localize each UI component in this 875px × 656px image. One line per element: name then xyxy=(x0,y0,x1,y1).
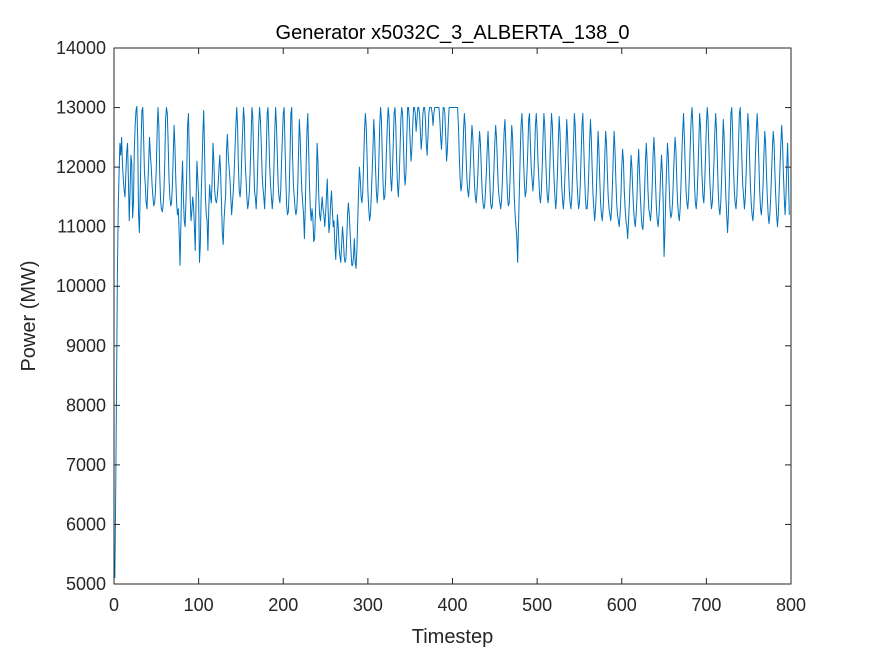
y-axis-label: Power (MW) xyxy=(18,260,40,371)
chart-title: Generator x5032C_3_ALBERTA_138_0 xyxy=(276,22,630,44)
y-tick-label-5000: 5000 xyxy=(66,574,106,594)
x-axis-label: Timestep xyxy=(412,626,494,648)
x-tick-label-300: 300 xyxy=(353,595,383,615)
x-tick-label-700: 700 xyxy=(691,595,721,615)
axes-box xyxy=(113,47,792,585)
x-tick-label-100: 100 xyxy=(184,595,214,615)
plot-area xyxy=(114,48,791,584)
tick-labels: 0 100 200 300 400 500 600 700 800 5000 6000 7000 800… xyxy=(56,38,806,615)
y-tick-label-14000: 14000 xyxy=(56,38,106,58)
y-tick-label-8000: 8000 xyxy=(66,395,106,415)
y-tick-label-9000: 9000 xyxy=(66,336,106,356)
series-group xyxy=(114,105,790,579)
x-tick-label-200: 200 xyxy=(268,595,298,615)
x-tick-label-500: 500 xyxy=(522,595,552,615)
x-tick-label-400: 400 xyxy=(437,595,467,615)
y-tick-label-11000: 11000 xyxy=(57,217,106,237)
y-tick-label-12000: 12000 xyxy=(56,157,106,177)
x-tick-label-800: 800 xyxy=(776,595,806,615)
x-tick-label-0: 0 xyxy=(109,595,119,615)
x-tick-label-600: 600 xyxy=(607,595,637,615)
series-line-0 xyxy=(114,105,790,579)
y-tick-label-13000: 13000 xyxy=(56,98,106,118)
y-tick-label-6000: 6000 xyxy=(66,514,106,534)
y-tick-label-7000: 7000 xyxy=(66,455,106,475)
y-tick-label-10000: 10000 xyxy=(56,276,106,296)
